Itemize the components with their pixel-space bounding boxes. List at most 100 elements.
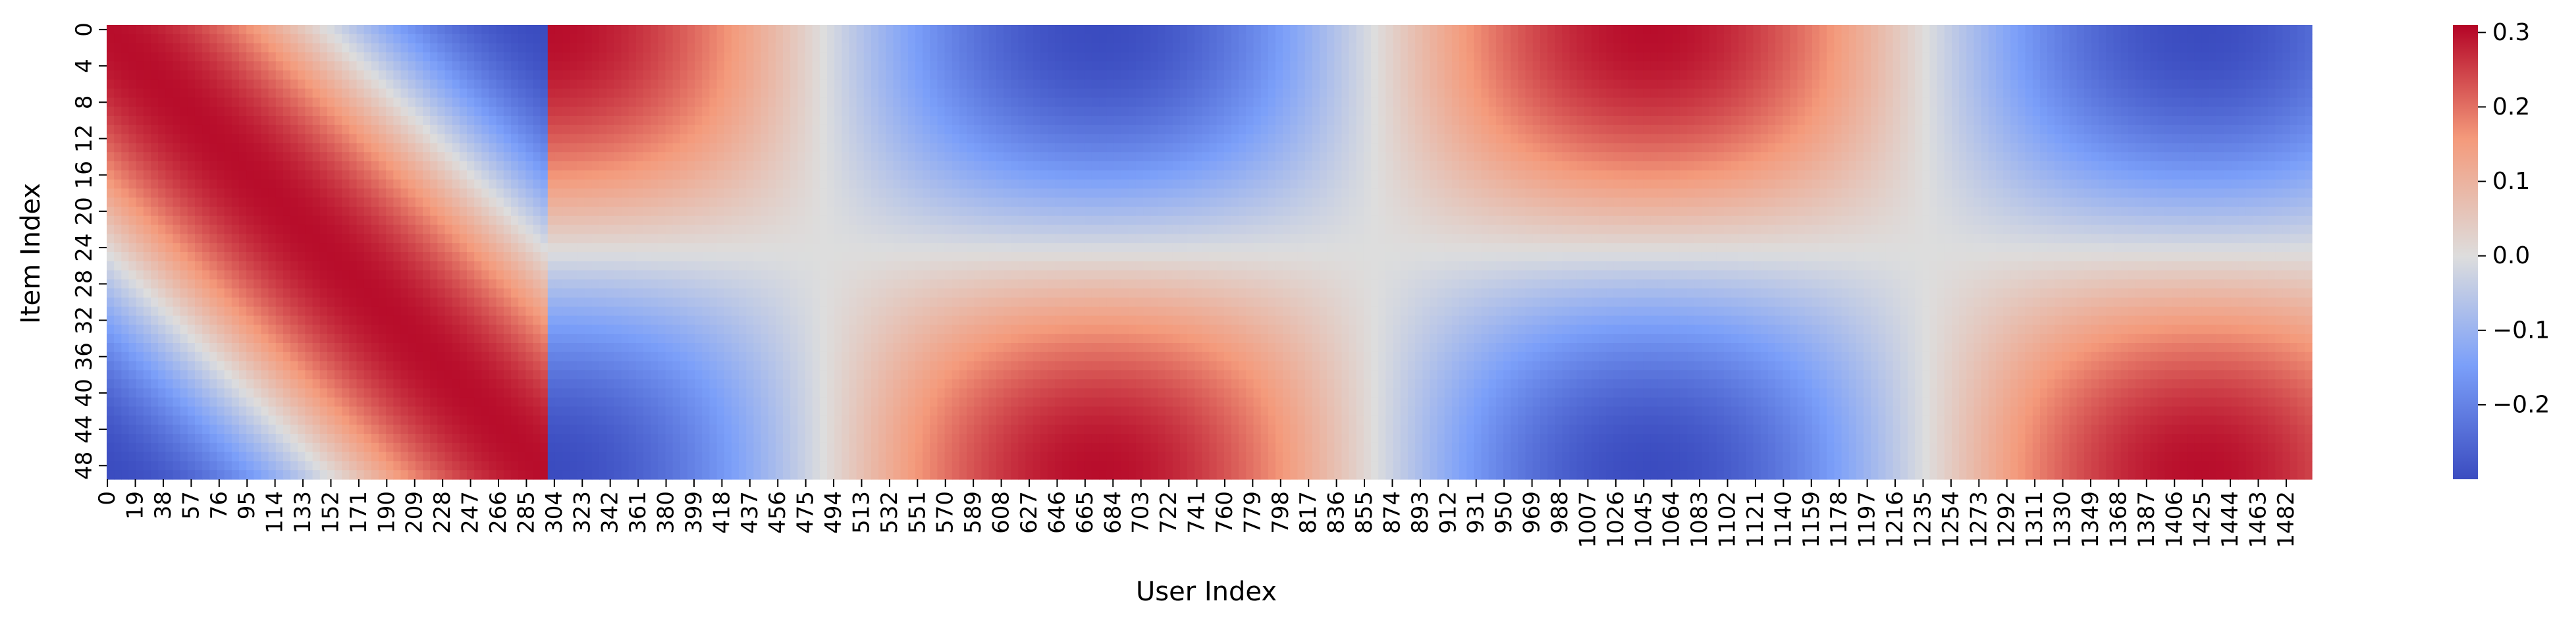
heatmap-cell xyxy=(1871,161,1879,171)
heatmap-cell xyxy=(680,43,688,53)
heatmap-cell xyxy=(2010,43,2019,53)
heatmap-cell xyxy=(1892,43,1901,53)
heatmap-cell xyxy=(356,152,365,162)
heatmap-cell xyxy=(1973,97,1982,107)
heatmap-cell xyxy=(2062,116,2070,126)
heatmap-cell xyxy=(753,152,762,162)
heatmap-cell xyxy=(1613,70,1622,80)
heatmap-cell xyxy=(2180,61,2187,71)
heatmap-cell xyxy=(937,161,946,171)
heatmap-cell xyxy=(437,25,446,35)
heatmap-cell xyxy=(1290,143,1299,153)
heatmap-cell xyxy=(335,79,342,90)
heatmap-cell xyxy=(1135,170,1144,180)
heatmap-cell xyxy=(1929,152,1938,162)
heatmap-cell xyxy=(1047,88,1056,98)
heatmap-cell xyxy=(2231,79,2239,90)
heatmap-cell xyxy=(1848,25,1857,35)
heatmap-cell xyxy=(275,124,284,135)
heatmap-cell xyxy=(1400,70,1409,80)
heatmap-cell xyxy=(2260,25,2268,35)
heatmap-cell xyxy=(878,25,886,35)
heatmap-cell xyxy=(1474,170,1482,180)
heatmap-cell xyxy=(231,88,240,98)
heatmap-cell xyxy=(2164,52,2173,62)
heatmap-cell xyxy=(1811,79,1820,90)
heatmap-cell xyxy=(834,25,842,35)
heatmap-cell xyxy=(547,61,556,71)
heatmap-cell xyxy=(312,88,321,98)
heatmap-cell xyxy=(481,61,490,71)
heatmap-cell xyxy=(1995,107,2004,117)
heatmap-cell xyxy=(1055,124,1063,135)
heatmap-cell xyxy=(400,170,409,180)
heatmap-cell xyxy=(1613,134,1622,144)
heatmap-cell xyxy=(1437,170,1445,180)
heatmap-cell xyxy=(1628,143,1636,153)
heatmap-cell xyxy=(261,79,269,90)
heatmap-cell xyxy=(1253,79,1262,90)
heatmap-cell xyxy=(1047,124,1056,135)
heatmap-cell xyxy=(1635,143,1644,153)
heatmap-cell xyxy=(915,143,923,153)
heatmap-cell xyxy=(2253,161,2261,171)
heatmap-cell xyxy=(1908,134,1916,144)
heatmap-cell xyxy=(1062,25,1070,35)
heatmap-cell xyxy=(819,43,828,53)
heatmap-cell xyxy=(635,143,644,153)
heatmap-cell xyxy=(510,152,519,162)
heatmap-cell xyxy=(1709,61,1717,71)
heatmap-cell xyxy=(849,97,857,107)
heatmap-cell xyxy=(1532,43,1541,53)
heatmap-cell xyxy=(254,161,262,171)
heatmap-cell xyxy=(1995,143,2004,153)
heatmap-cell xyxy=(1106,124,1114,135)
heatmap-cell xyxy=(2290,97,2298,107)
heatmap-cell xyxy=(2194,70,2203,80)
heatmap-cell xyxy=(1025,43,1034,53)
heatmap-cell xyxy=(1165,43,1173,53)
heatmap-cell xyxy=(1929,161,1938,171)
heatmap-cell xyxy=(790,124,798,135)
heatmap-cell xyxy=(1929,70,1938,80)
heatmap-cell xyxy=(180,34,188,44)
heatmap-cell xyxy=(1422,107,1430,117)
heatmap-cell xyxy=(1341,52,1350,62)
heatmap-cell xyxy=(1937,61,1945,71)
heatmap-cell xyxy=(238,88,247,98)
heatmap-cell xyxy=(143,61,151,71)
heatmap-cell xyxy=(1775,88,1783,98)
heatmap-cell xyxy=(1555,25,1563,35)
heatmap-cell xyxy=(1834,79,1842,90)
heatmap-cell xyxy=(1216,161,1225,171)
heatmap-cell xyxy=(878,34,886,44)
heatmap-cell xyxy=(1099,152,1107,162)
heatmap-cell xyxy=(1011,134,1019,144)
heatmap-cell xyxy=(1915,116,1923,126)
heatmap-cell xyxy=(614,107,622,117)
heatmap-cell xyxy=(1973,107,1982,117)
heatmap-cell xyxy=(2304,61,2313,71)
heatmap-cell xyxy=(121,116,130,126)
heatmap-cell xyxy=(173,170,181,180)
heatmap-cell xyxy=(525,70,534,80)
heatmap-cell xyxy=(136,25,144,35)
heatmap-cell xyxy=(621,52,630,62)
heatmap-cell xyxy=(1988,97,1997,107)
heatmap-cell xyxy=(1290,161,1299,171)
heatmap-cell xyxy=(1973,152,1982,162)
heatmap-cell xyxy=(856,52,865,62)
heatmap-cell xyxy=(349,124,358,135)
heatmap-cell xyxy=(635,134,644,144)
heatmap-cell xyxy=(386,116,394,126)
heatmap-cell xyxy=(2180,116,2187,126)
heatmap-cell xyxy=(474,79,482,90)
heatmap-cell xyxy=(1128,161,1137,171)
heatmap-cell xyxy=(452,143,460,153)
heatmap-cell xyxy=(202,170,210,180)
heatmap-cell xyxy=(1937,161,1945,171)
heatmap-cell xyxy=(2025,124,2033,135)
heatmap-cell xyxy=(224,25,232,35)
heatmap-cell xyxy=(1503,161,1511,171)
heatmap-cell xyxy=(2194,61,2203,71)
